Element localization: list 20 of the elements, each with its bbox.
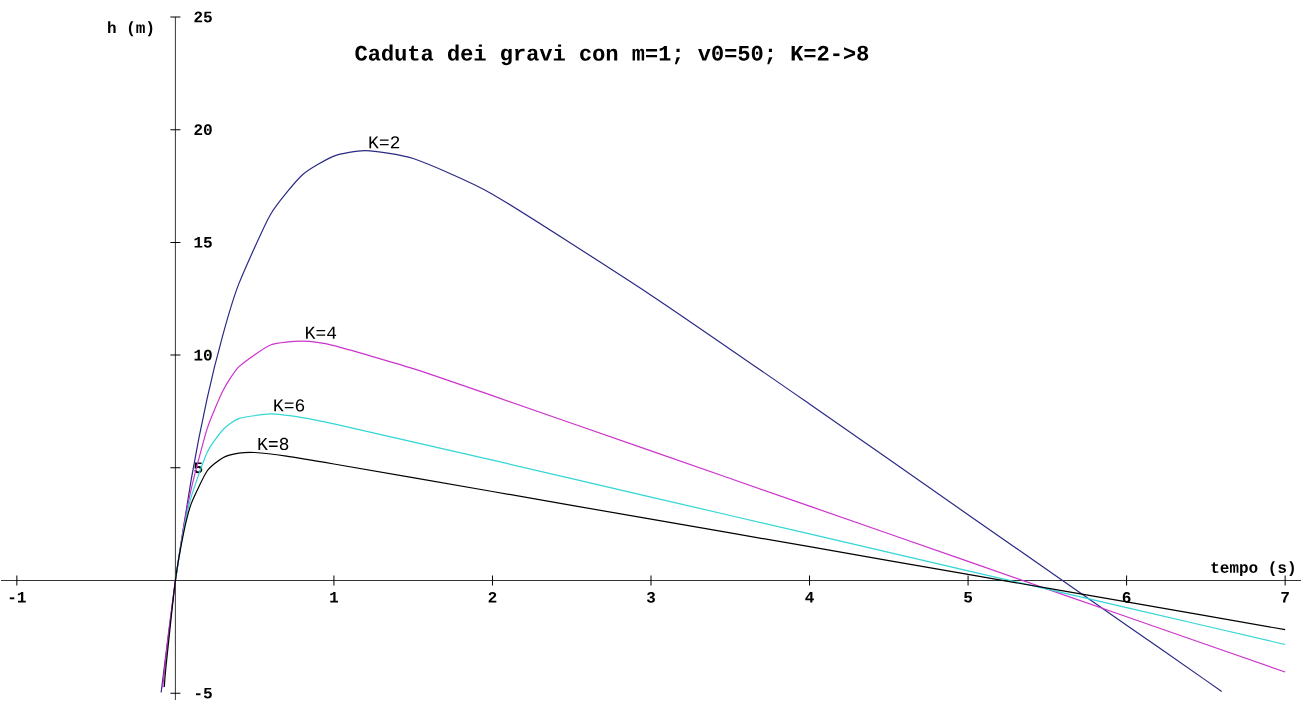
series-label: K=4 — [306, 326, 337, 339]
y-tick-label: 15 — [194, 237, 212, 248]
x-tick-label: 3 — [646, 591, 655, 603]
text: Caduta dei gravi con m=1; v0=50; K=2->8 — [355, 44, 869, 66]
x-tick-label: 2 — [488, 591, 497, 603]
x-tick-label: 1 — [330, 591, 339, 603]
y-tick-label: 20 — [194, 124, 212, 136]
x-tick-label: -1 — [9, 591, 26, 603]
series-label: K=2 — [369, 136, 400, 149]
y-tick-label: 10 — [194, 349, 212, 361]
series-label: K=6 — [274, 399, 305, 412]
x-tick-label: 4 — [805, 591, 814, 603]
x-tick-label: 6 — [1122, 591, 1131, 603]
series-label: K=8 — [258, 437, 289, 451]
x-tick-label: 5 — [964, 591, 973, 603]
x-tick-label: 7 — [1281, 591, 1289, 603]
x-axis-title: tempo (s) — [1211, 561, 1294, 577]
y-axis-title: h (m) — [108, 21, 153, 37]
y-tick-label: -5 — [196, 687, 212, 699]
y-tick-label: 25 — [194, 11, 212, 23]
